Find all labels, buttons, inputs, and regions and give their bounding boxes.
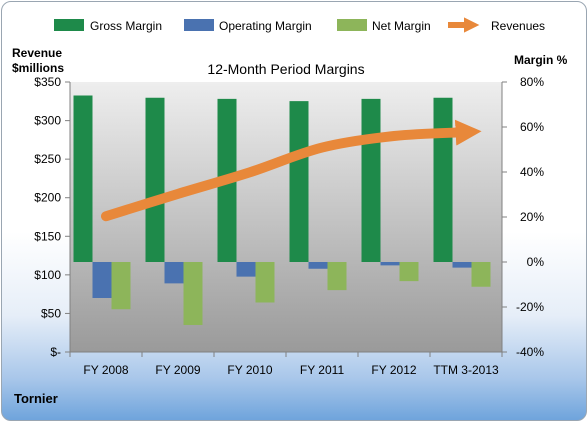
revenue-line [101,119,482,222]
right-tick-label: -40% [516,345,544,359]
bar-net-margin-fy-2011 [327,262,347,291]
right-tick-label: 40% [520,165,544,179]
bar-gross-margin-fy-2012 [361,98,381,262]
revenue-line-layer [101,119,482,222]
x-tick-label: FY 2009 [155,363,200,377]
right-tick-label: 0% [527,255,545,269]
chart-title: 12-Month Period Margins [207,61,364,77]
x-tick-label: TTM 3-2013 [433,363,499,377]
left-tick-label: $150 [34,229,61,243]
left-tick-label: $250 [34,152,61,166]
x-axis-labels: FY 2008 FY 2009 FY 2010 FY 2011 FY 2012 TTM 3… [69,352,503,377]
legend-label-net-margin: Net Margin [372,19,431,33]
bar-operating-margin-fy-2011 [308,262,328,269]
legend-swatch-operating-margin [184,19,214,31]
bar-operating-margin-fy-2008 [92,262,112,298]
x-tick-label: FY 2010 [227,363,272,377]
left-tick-label: $300 [34,114,61,128]
bar-net-margin-fy-2009 [183,262,203,325]
bar-net-margin-fy-2008 [111,262,131,310]
left-tick-label: $100 [34,268,61,282]
left-tick-label: $50 [41,306,61,320]
left-tick-label: $350 [34,75,61,89]
x-tick-label: FY 2011 [300,363,345,377]
bar-net-margin-fy-2012 [399,262,419,282]
bar-net-margin-ttm-3-2013 [471,262,491,287]
right-tick-label: 60% [520,120,544,134]
bar-operating-margin-fy-2012 [380,262,400,266]
right-tick-label: 20% [520,210,544,224]
bar-net-margin-fy-2010 [255,262,275,303]
left-axis-label-line1: Revenue [12,46,62,60]
left-axis-label-line2: $millions [12,61,64,75]
bar-gross-margin-fy-2011 [289,101,309,262]
x-tick-label: FY 2008 [83,363,128,377]
legend-label-gross-margin: Gross Margin [90,19,162,33]
left-axis-ticks: $- $50 $100 $150 $200 $250 $300 $350 [34,75,70,359]
right-axis-label: Margin % [514,53,568,67]
right-tick-label: 80% [520,75,544,89]
bar-operating-margin-ttm-3-2013 [452,262,472,268]
legend-label-operating-margin: Operating Margin [219,19,312,33]
bar-gross-margin-ttm-3-2013 [433,97,453,262]
legend-swatch-gross-margin [54,19,84,31]
right-tick-label: -20% [516,300,544,314]
legend: Gross Margin Operating Margin Net Margin… [54,17,545,33]
bar-gross-margin-fy-2008 [73,95,93,262]
legend-swatch-net-margin [337,19,367,31]
bar-operating-margin-fy-2009 [164,262,184,284]
x-tick-label: FY 2012 [371,363,416,377]
left-tick-label: $200 [34,191,61,205]
company-name: Tornier [14,391,58,406]
bar-gross-margin-fy-2009 [145,97,165,262]
bar-operating-margin-fy-2010 [236,262,256,277]
left-tick-label: $- [50,345,61,359]
plot-area [70,82,502,352]
right-axis-ticks: -40% -20% 0% 20% 40% 60% 80% [502,75,544,359]
legend-label-revenues: Revenues [491,19,545,33]
